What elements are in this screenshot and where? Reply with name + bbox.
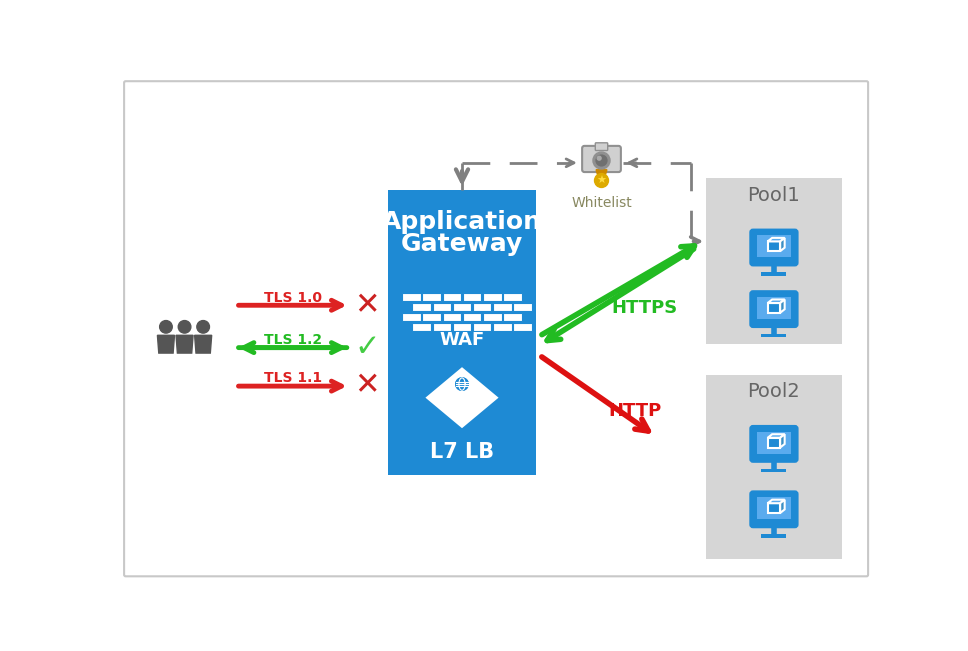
Bar xyxy=(403,293,421,301)
Bar xyxy=(483,293,501,301)
Bar xyxy=(412,303,431,311)
Bar xyxy=(757,497,791,519)
Text: Pool2: Pool2 xyxy=(747,382,801,401)
Text: WAF: WAF xyxy=(439,331,485,349)
Bar xyxy=(463,313,481,322)
Bar xyxy=(762,273,786,276)
Text: Gateway: Gateway xyxy=(401,232,523,256)
Text: HTTP: HTTP xyxy=(608,402,661,420)
Polygon shape xyxy=(780,500,785,513)
FancyBboxPatch shape xyxy=(751,292,798,327)
Bar xyxy=(706,178,842,344)
Bar xyxy=(433,303,451,311)
Text: TLS 1.1: TLS 1.1 xyxy=(263,372,321,385)
Bar xyxy=(453,323,471,331)
Text: L7 LB: L7 LB xyxy=(430,441,494,462)
Polygon shape xyxy=(596,170,607,178)
Polygon shape xyxy=(423,365,500,430)
Bar xyxy=(433,323,451,331)
Bar xyxy=(493,323,512,331)
Bar xyxy=(768,503,780,513)
Circle shape xyxy=(197,320,209,333)
Polygon shape xyxy=(780,434,785,447)
Bar xyxy=(453,303,471,311)
Circle shape xyxy=(178,320,191,333)
Polygon shape xyxy=(195,335,212,353)
Bar xyxy=(442,293,461,301)
Bar xyxy=(412,323,431,331)
Bar xyxy=(472,323,492,331)
Circle shape xyxy=(597,156,601,160)
Text: ✕: ✕ xyxy=(354,372,379,400)
Polygon shape xyxy=(768,238,785,242)
Bar xyxy=(706,374,842,559)
FancyBboxPatch shape xyxy=(751,492,798,527)
Bar xyxy=(768,242,780,251)
Polygon shape xyxy=(780,299,785,312)
Bar xyxy=(472,303,492,311)
Polygon shape xyxy=(780,238,785,251)
FancyBboxPatch shape xyxy=(751,426,798,462)
Bar xyxy=(493,303,512,311)
Bar xyxy=(762,334,786,337)
Bar xyxy=(757,432,791,454)
Text: ✓: ✓ xyxy=(354,333,379,362)
Bar xyxy=(388,190,535,475)
Bar xyxy=(513,303,531,311)
Text: ✕: ✕ xyxy=(354,291,379,320)
Bar xyxy=(403,313,421,322)
Polygon shape xyxy=(768,434,785,437)
Bar xyxy=(762,534,786,538)
Bar xyxy=(513,323,531,331)
Text: Pool1: Pool1 xyxy=(747,186,801,204)
Bar xyxy=(757,297,791,319)
Circle shape xyxy=(594,174,609,187)
Polygon shape xyxy=(768,299,785,303)
Bar xyxy=(503,313,522,322)
FancyBboxPatch shape xyxy=(582,146,620,172)
FancyBboxPatch shape xyxy=(751,230,798,265)
Circle shape xyxy=(596,155,607,166)
Bar xyxy=(422,313,441,322)
Bar xyxy=(757,235,791,257)
Polygon shape xyxy=(158,335,174,353)
Polygon shape xyxy=(456,378,469,390)
Bar xyxy=(503,293,522,301)
FancyBboxPatch shape xyxy=(124,81,868,576)
Circle shape xyxy=(593,152,610,169)
Polygon shape xyxy=(176,335,193,353)
Bar xyxy=(442,313,461,322)
Text: TLS 1.2: TLS 1.2 xyxy=(263,333,321,347)
Bar xyxy=(483,313,501,322)
Bar xyxy=(768,437,780,447)
Text: Whitelist: Whitelist xyxy=(571,196,632,210)
Text: Application: Application xyxy=(382,210,542,234)
Text: HTTPS: HTTPS xyxy=(611,299,678,317)
Circle shape xyxy=(160,320,172,333)
Polygon shape xyxy=(768,500,785,503)
FancyBboxPatch shape xyxy=(595,143,608,150)
Bar xyxy=(762,469,786,472)
Bar xyxy=(768,303,780,312)
Bar xyxy=(422,293,441,301)
Bar xyxy=(463,293,481,301)
Text: ★: ★ xyxy=(596,176,607,186)
Text: TLS 1.0: TLS 1.0 xyxy=(263,290,321,305)
